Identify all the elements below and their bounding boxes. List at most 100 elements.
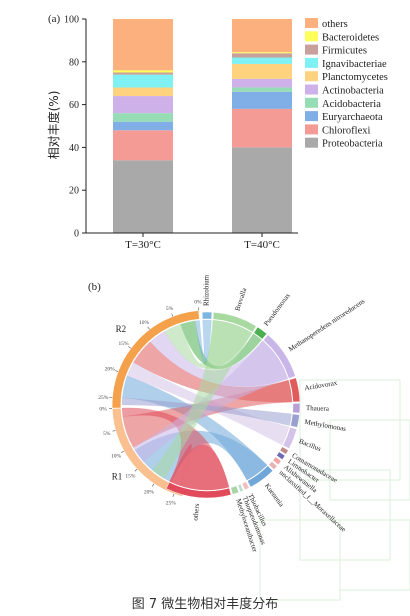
bar-0-ignavibacteriae xyxy=(113,74,173,88)
group-tick-1-2 xyxy=(147,326,150,330)
bar-1-bacteroidetes xyxy=(232,52,292,54)
taxon-arc-8 xyxy=(279,446,289,455)
y-tick-label-3: 60 xyxy=(69,100,79,111)
bar-1-planctomycetes xyxy=(232,63,292,79)
group-label-r2: R2 xyxy=(116,324,127,334)
legend-label-1: Bacteroidetes xyxy=(322,32,379,43)
y-tick-label-4: 80 xyxy=(69,57,79,68)
legend-label-0: others xyxy=(322,19,348,30)
group-tick-0-2 xyxy=(121,450,125,453)
taxon-arc-3 xyxy=(263,334,296,379)
taxon-arc-16 xyxy=(165,481,232,499)
legend-label-9: Proteobacteria xyxy=(322,139,383,150)
bar-0-acidobacteria xyxy=(113,113,173,122)
y-axis-label: 相对丰度(%) xyxy=(46,91,61,160)
bar-1-others xyxy=(232,19,292,53)
group-tick-label-1-2: 10% xyxy=(139,320,150,326)
figure-caption: 图 7 微生物相对丰度分布 xyxy=(131,597,279,612)
group-label-r1: R1 xyxy=(112,472,123,482)
panel-label-a: (a) xyxy=(48,13,61,25)
taxon-label-7: Bacillus xyxy=(298,437,323,453)
legend-swatch-7 xyxy=(305,111,318,122)
legend-label-5: Actinobacteria xyxy=(322,86,384,97)
legend-swatch-6 xyxy=(305,97,318,108)
group-tick-label-0-2: 10% xyxy=(111,453,122,459)
taxon-arc-5 xyxy=(292,403,301,414)
taxon-arc-13 xyxy=(241,481,250,491)
legend: others Bacteroidetes Firmicutes Ignavibacte… xyxy=(305,18,388,150)
taxon-label-1: Brevalla xyxy=(233,286,248,312)
group-tick-label-1-5: 25% xyxy=(98,395,109,401)
group-tick-label-1-4: 20% xyxy=(105,366,116,372)
legend-label-6: Acidobacteria xyxy=(322,99,381,110)
group-tick-1-4 xyxy=(115,370,119,372)
group-tick-0-1 xyxy=(112,430,116,432)
bg-line-0 xyxy=(299,379,401,481)
group-tick-label-1-3: 15% xyxy=(119,341,130,347)
bar-1-ignavibacteriae xyxy=(232,57,292,64)
legend-swatch-5 xyxy=(305,84,318,95)
bar-0-chloroflexi xyxy=(113,130,173,161)
taxon-label-0: Rhizobium xyxy=(203,274,211,306)
bar-1-actinobacteria xyxy=(232,78,292,88)
taxon-label-12: Kuenenia xyxy=(263,482,286,509)
bg-line-2 xyxy=(299,469,391,561)
group-tick-0-5 xyxy=(172,493,175,497)
taxon-arc-14 xyxy=(237,483,244,493)
panel-label-b: (b) xyxy=(88,281,101,293)
group-tick-label-0-3: 15% xyxy=(125,473,136,479)
taxon-label-5: Thauera xyxy=(306,404,330,413)
group-arc-r2 xyxy=(111,309,200,409)
taxon-arc-2 xyxy=(253,326,268,340)
bar-1-chloroflexi xyxy=(232,108,292,148)
legend-swatch-1 xyxy=(305,31,318,42)
legend-swatch-3 xyxy=(305,57,318,68)
taxon-label-2: Pseudomonas xyxy=(262,292,291,328)
bar-0-actinobacteria xyxy=(113,96,173,114)
taxon-label-3: Methanoperedens nitroreducens xyxy=(287,297,366,353)
taxon-arc-6 xyxy=(290,413,300,428)
taxon-label-16: others xyxy=(192,503,202,521)
legend-label-7: Euryarchaeota xyxy=(322,112,383,123)
group-tick-0-3 xyxy=(134,469,138,472)
group-tick-1-3 xyxy=(128,346,131,349)
stacked-bar-chart: (a) 相对丰度(%) 0 20 40 60 80 100 T=30°C T=40°C oth… xyxy=(46,13,388,251)
legend-swatch-2 xyxy=(305,44,318,55)
bar-0-bacteroidetes xyxy=(113,70,173,73)
y-tick-label-1: 20 xyxy=(69,186,79,197)
bar-1-euryarchaeota xyxy=(232,91,292,109)
group-tick-label-0-4: 20% xyxy=(144,489,155,495)
taxon-arc-15 xyxy=(230,485,240,495)
taxon-label-4: Acidovorax xyxy=(304,379,338,392)
taxon-arc-12 xyxy=(247,465,274,488)
taxon-arc-11 xyxy=(268,461,278,470)
x-tick-label-1: T=40°C xyxy=(244,239,280,251)
group-tick-label-0-5: 25% xyxy=(166,500,177,506)
bar-0-planctomycetes xyxy=(113,87,173,97)
y-tick-label-5: 100 xyxy=(64,15,79,26)
legend-label-2: Firmicutes xyxy=(322,46,367,57)
group-tick-label-0-1: 5% xyxy=(103,431,111,437)
taxon-arc-0 xyxy=(201,311,213,320)
taxon-arc-10 xyxy=(272,456,282,466)
background-pattern xyxy=(259,379,410,601)
group-tick-label-1-1: 5% xyxy=(166,306,174,312)
bar-1-acidobacteria xyxy=(232,87,292,92)
y-tick-label-2: 40 xyxy=(69,143,79,154)
taxon-arc-7 xyxy=(282,426,298,449)
taxon-arc-1 xyxy=(212,311,257,333)
taxon-arc-9 xyxy=(276,451,286,461)
legend-label-3: Ignavibacteriae xyxy=(322,59,387,70)
legend-swatch-0 xyxy=(305,18,318,28)
group-tick-label-0-0: 0% xyxy=(99,407,107,413)
x-tick-label-0: T=30°C xyxy=(125,239,161,251)
chord-ribbon-10 xyxy=(194,319,212,363)
chord-ribbon-13 xyxy=(152,319,253,479)
legend-swatch-8 xyxy=(305,124,318,135)
bar-0-proteobacteria xyxy=(113,160,173,233)
legend-label-4: Planctomycetes xyxy=(322,72,388,83)
legend-swatch-4 xyxy=(305,71,318,82)
group-tick-label-1-0: 0% xyxy=(194,299,202,305)
y-tick-label-0: 0 xyxy=(74,229,79,240)
